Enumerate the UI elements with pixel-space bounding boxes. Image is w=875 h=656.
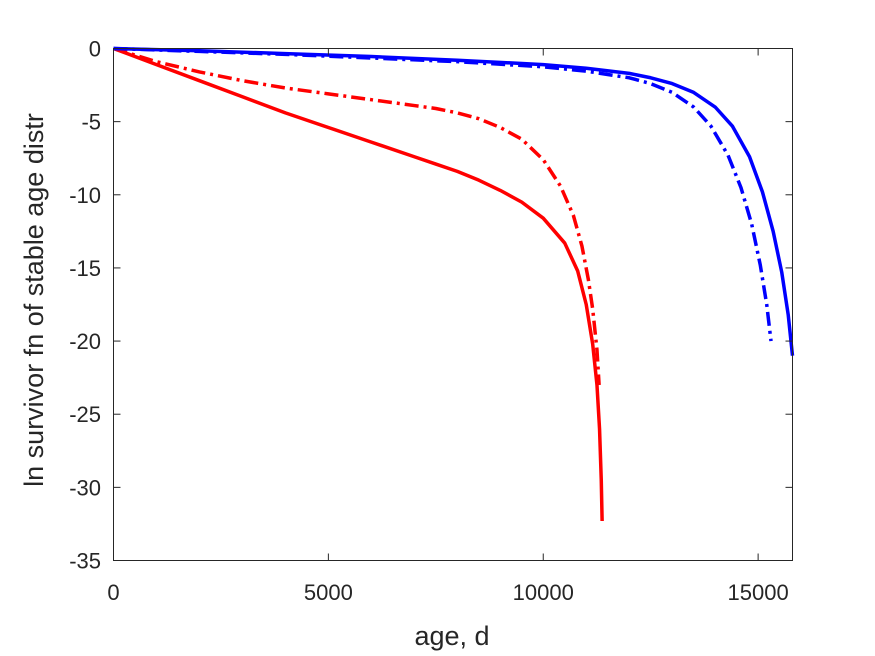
y-tick-label: -15 xyxy=(69,256,101,281)
x-tick-label: 0 xyxy=(107,580,119,605)
x-axis-title: age, d xyxy=(414,621,489,651)
y-tick-label: -35 xyxy=(69,549,101,574)
series-line-1 xyxy=(112,46,604,522)
y-tick-label: -20 xyxy=(69,329,101,354)
plot-area xyxy=(112,46,795,561)
y-tick-label: 0 xyxy=(89,37,101,62)
y-axis-title: ln survivor fn of stable age distr xyxy=(19,113,49,487)
x-tick-label: 10000 xyxy=(513,580,574,605)
y-tick-label: -25 xyxy=(69,402,101,427)
series-layer xyxy=(112,46,795,522)
y-tick-label: -10 xyxy=(69,183,101,208)
x-axis: 0 5000 10000 15000 xyxy=(107,48,789,605)
x-tick-label: 15000 xyxy=(728,580,789,605)
axes-frame xyxy=(113,48,793,561)
series-line-3 xyxy=(113,46,795,356)
y-tick-label: -5 xyxy=(81,110,101,135)
x-tick-label: 5000 xyxy=(304,580,353,605)
series-line-4 xyxy=(113,46,773,342)
series-line-2 xyxy=(112,46,601,386)
y-tick-label: -30 xyxy=(69,475,101,500)
y-axis: 0 -5 -10 -15 -20 -25 -30 -35 xyxy=(69,37,793,574)
